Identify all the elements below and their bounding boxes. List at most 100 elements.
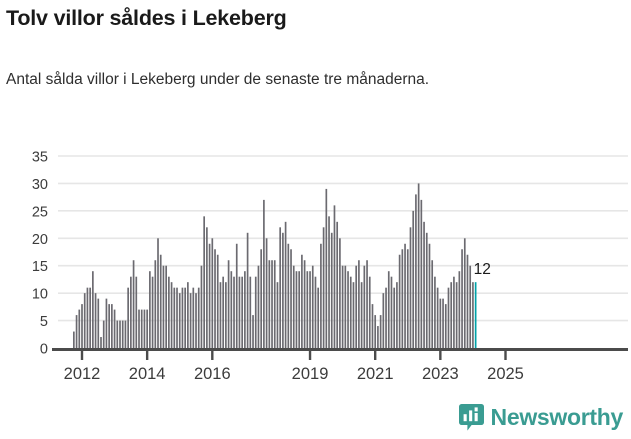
bar: [455, 282, 458, 348]
bar: [366, 260, 368, 348]
bar: [428, 243, 431, 348]
bar-highlighted: [474, 282, 477, 348]
bar: [265, 238, 268, 348]
bar: [130, 276, 132, 348]
bar: [458, 271, 461, 348]
x-axis-tick-label: 2021: [357, 365, 394, 383]
bar: [393, 287, 396, 348]
y-axis-tick-label: 0: [40, 342, 48, 358]
chart-x-axis-labels: 2012 2014 2016 2019 2021 2023 2025: [64, 365, 524, 383]
bar: [279, 227, 282, 348]
bar: [176, 287, 178, 348]
bar: [178, 293, 181, 348]
bar: [396, 282, 398, 348]
bar: [352, 282, 355, 348]
bar-chart: 0 5 10 15 20 25 30 35 2012 2014 2016 2019 2021 2023 2…: [0, 145, 631, 395]
bar: [450, 282, 453, 348]
newsworthy-wordmark: Newsworthy: [490, 404, 624, 430]
bar: [363, 265, 366, 348]
bar: [415, 194, 417, 348]
bar: [358, 260, 360, 348]
chart-y-axis-labels: 0 5 10 15 20 25 30 35: [32, 150, 48, 358]
bar: [336, 221, 339, 348]
bar: [233, 276, 235, 348]
bar: [83, 293, 86, 348]
bar: [135, 276, 138, 348]
highlight-value-label: 12: [474, 261, 491, 278]
bar: [102, 320, 105, 348]
bar: [206, 227, 208, 348]
bar: [214, 249, 216, 348]
bar: [97, 298, 100, 348]
bar: [472, 282, 474, 348]
bar: [398, 254, 401, 348]
bar: [197, 287, 200, 348]
x-axis-tick-label: 2023: [422, 365, 459, 383]
x-axis-tick-label: 2025: [487, 365, 524, 383]
bar: [225, 282, 227, 348]
x-axis-tick-label: 2014: [129, 365, 166, 383]
bar: [246, 232, 249, 348]
bar: [453, 276, 455, 348]
bar: [105, 298, 108, 348]
bar: [284, 221, 287, 348]
chart-footer: Newsworthy: [0, 400, 631, 439]
bar: [339, 238, 341, 348]
bar: [268, 260, 271, 348]
page-title: Tolv villor såldes i Lekeberg: [6, 6, 287, 30]
bar: [154, 260, 157, 348]
bar: [322, 227, 325, 348]
bar: [151, 276, 154, 348]
y-axis-tick-label: 5: [40, 314, 48, 330]
bar: [330, 232, 333, 348]
bar: [271, 260, 273, 348]
bar: [116, 320, 119, 348]
bar: [385, 287, 387, 348]
bar: [89, 287, 91, 348]
page-subtitle: Antal sålda villor i Lekeberg under de s…: [6, 71, 430, 88]
bar: [431, 260, 434, 348]
bar: [127, 287, 129, 348]
bar: [149, 271, 151, 348]
bar: [447, 287, 450, 348]
x-axis-tick-label: 2012: [64, 365, 101, 383]
bar: [168, 276, 170, 348]
bar: [81, 304, 83, 348]
bar: [406, 249, 409, 348]
bar: [282, 232, 284, 348]
bar: [227, 260, 230, 348]
bar: [273, 260, 276, 348]
bar: [92, 271, 94, 348]
bar: [333, 205, 336, 348]
bar: [387, 271, 390, 348]
bar: [121, 320, 124, 348]
bar: [244, 271, 246, 348]
bar: [436, 287, 439, 348]
bar: [379, 315, 382, 348]
newsworthy-logo[interactable]: Newsworthy: [458, 404, 624, 431]
bar: [292, 265, 295, 348]
bar: [306, 271, 309, 348]
bar: [108, 304, 110, 348]
bar: [360, 282, 363, 348]
bar: [409, 227, 412, 348]
bar: [412, 210, 415, 348]
bar: [390, 276, 393, 348]
bar: [165, 265, 167, 348]
bar: [434, 276, 436, 348]
bar: [439, 298, 442, 348]
bar: [401, 249, 404, 348]
bar: [301, 254, 303, 348]
bar-chart-speech-bubble-icon: [458, 404, 484, 431]
bar: [219, 282, 222, 348]
bar: [203, 216, 205, 348]
bar: [257, 265, 260, 348]
bar: [466, 254, 469, 348]
bar: [94, 293, 97, 348]
bar: [295, 271, 298, 348]
chart-x-axis-ticks: [80, 351, 507, 360]
bar: [254, 276, 257, 348]
bar: [187, 282, 189, 348]
bar: [132, 260, 135, 348]
